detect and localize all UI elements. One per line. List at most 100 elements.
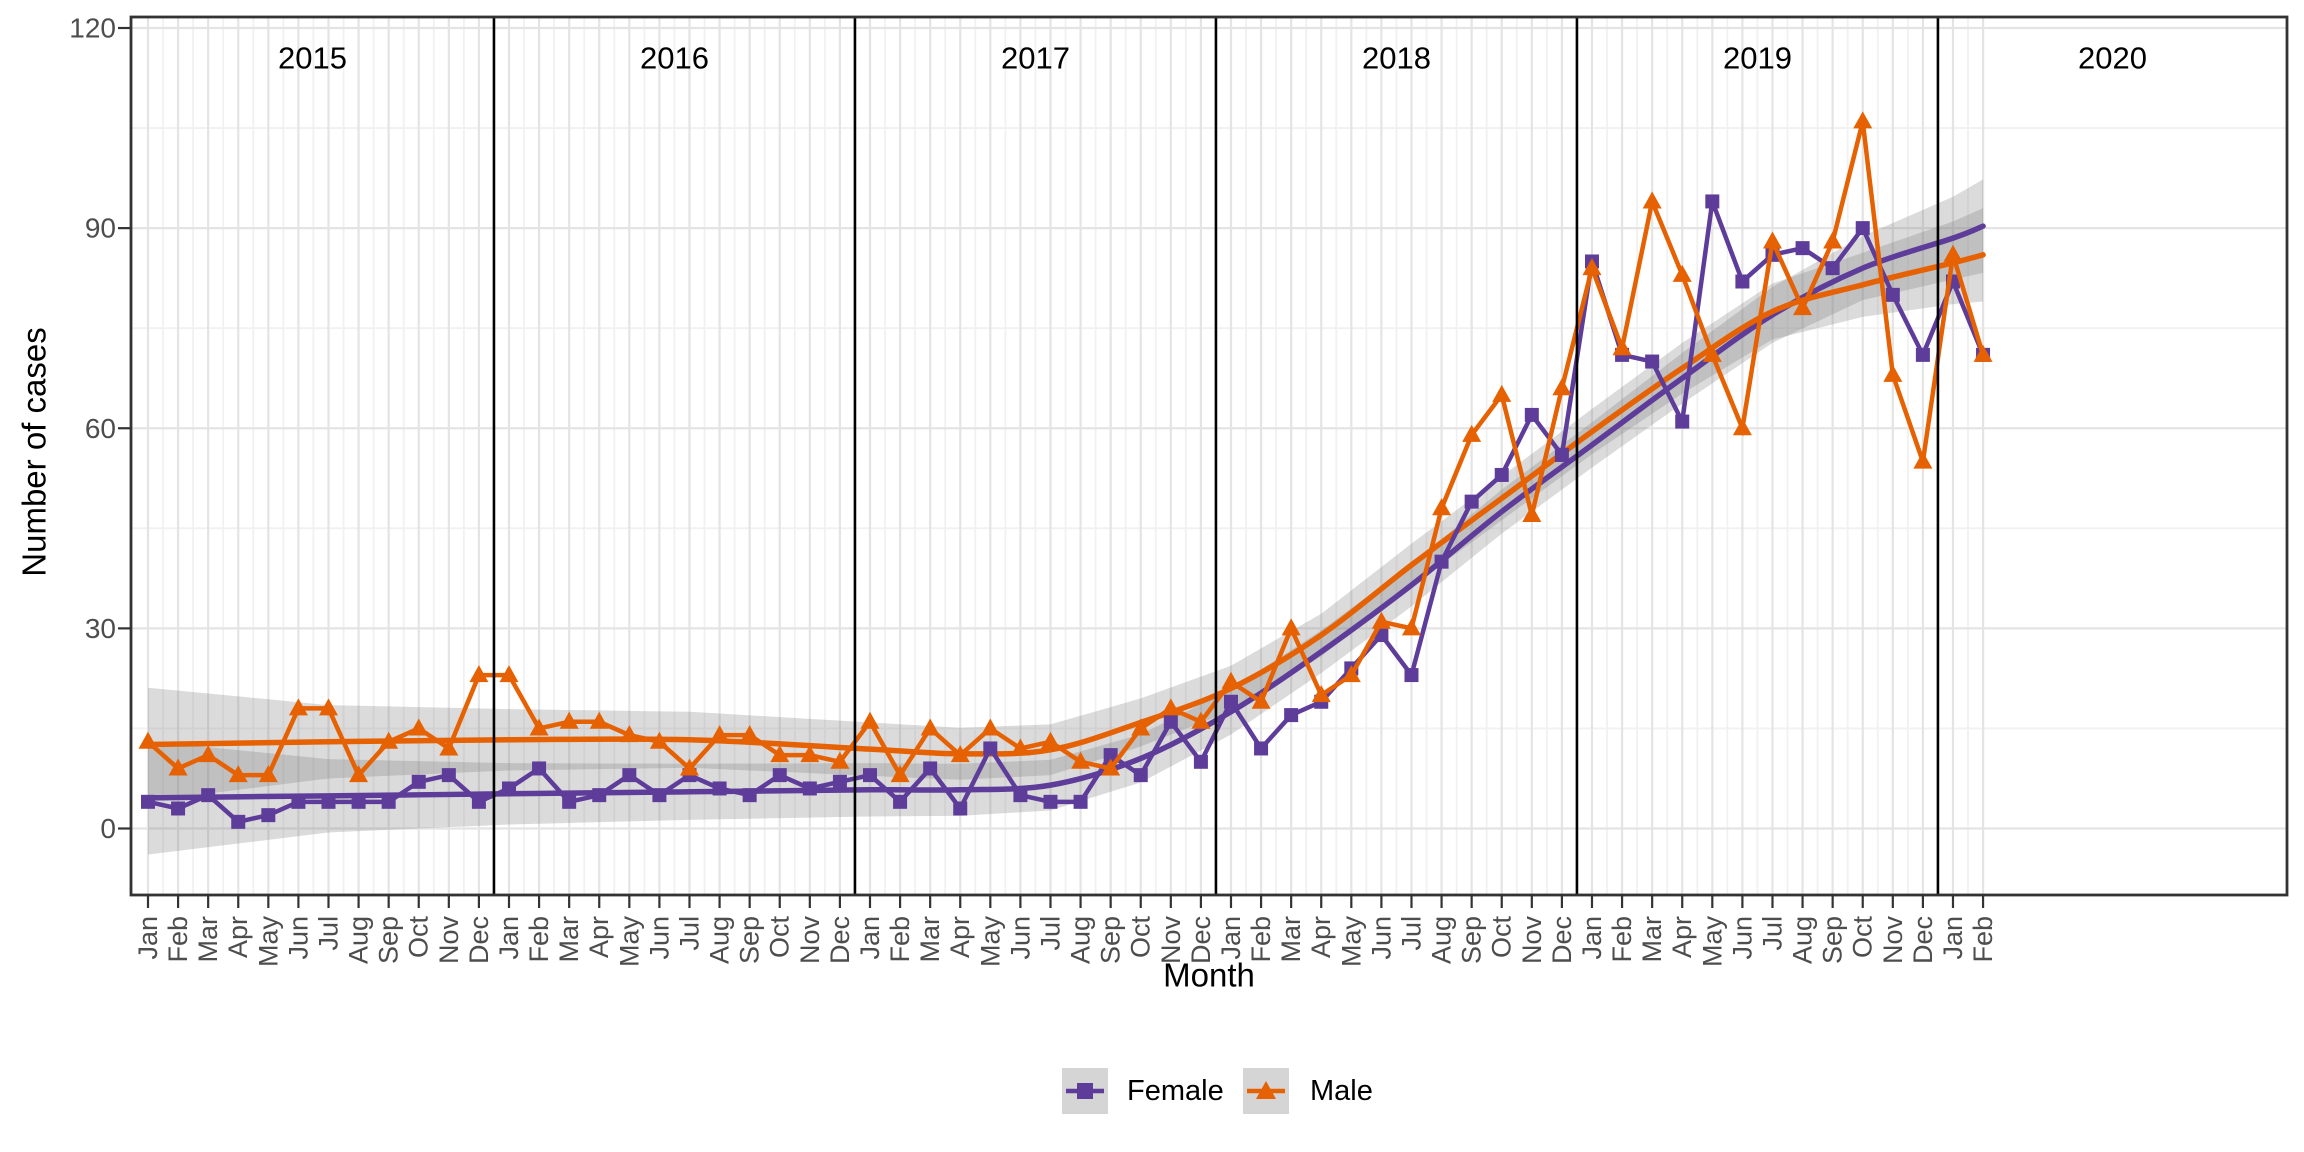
data-series <box>138 111 1993 829</box>
marker-square <box>1254 741 1269 756</box>
marker-triangle <box>1341 665 1361 683</box>
x-tick-label: Apr <box>223 916 253 958</box>
marker-square <box>321 794 336 809</box>
legend: Female Male <box>1062 1068 1373 1114</box>
x-tick-label: Aug <box>344 916 374 964</box>
x-tick-label: Jun <box>283 916 313 960</box>
x-tick-label: Dec <box>1908 916 1938 964</box>
marker-square <box>832 774 847 789</box>
legend-key-female-marker <box>1077 1083 1093 1099</box>
marker-square <box>171 801 186 816</box>
marker-square <box>1735 274 1750 289</box>
marker-triangle <box>1552 378 1572 396</box>
x-tick-label: Oct <box>765 916 795 959</box>
marker-triangle <box>1823 231 1843 249</box>
marker-square <box>1193 754 1208 769</box>
marker-triangle <box>258 765 278 783</box>
series-female <box>141 194 1991 829</box>
year-label-2018: 2018 <box>1362 41 1431 76</box>
x-tick-label: Jan <box>494 916 524 960</box>
x-tick-label: Sep <box>374 916 404 964</box>
marker-triangle <box>679 758 699 776</box>
marker-square <box>1284 708 1299 723</box>
x-tick-label: Mar <box>1637 916 1667 963</box>
x-tick-label: Aug <box>1788 916 1818 964</box>
marker-square <box>1163 714 1178 729</box>
x-tick-label: Sep <box>1818 916 1848 964</box>
series-male <box>138 111 1993 783</box>
marker-square <box>772 768 787 783</box>
y-tick-label: 60 <box>85 413 116 444</box>
axis-ticks <box>118 26 1985 908</box>
marker-square <box>1464 494 1479 509</box>
x-tick-label: Mar <box>1276 916 1306 963</box>
x-tick-label: Oct <box>1848 916 1878 959</box>
x-tick-label: Jun <box>644 916 674 960</box>
marker-square <box>1103 748 1118 763</box>
marker-square <box>1885 287 1900 302</box>
marker-triangle <box>318 698 338 716</box>
y-tick-label: 90 <box>85 213 116 244</box>
marker-triangle <box>559 711 579 729</box>
x-tick-labels: Jan Feb Mar Apr May Jun Jul Aug Sep Oct Nov Dec Jan F… <box>133 916 1998 968</box>
marker-triangle <box>1913 451 1933 469</box>
y-tick-labels: 0 30 60 90 120 <box>69 13 116 844</box>
x-tick-label: Jul <box>674 916 704 951</box>
marker-square <box>953 801 968 816</box>
marker-triangle <box>1973 344 1993 362</box>
x-tick-label: May <box>253 916 283 968</box>
marker-triangle <box>1762 231 1782 249</box>
panel-border <box>129 15 2289 897</box>
marker-triangle <box>469 665 489 683</box>
marker-triangle <box>228 765 248 783</box>
year-label-2015: 2015 <box>278 41 347 76</box>
marker-triangle <box>1161 698 1181 716</box>
marker-triangle <box>168 758 188 776</box>
x-tick-label: Aug <box>705 916 735 964</box>
x-tick-label: Apr <box>584 916 614 958</box>
marker-triangle <box>1040 731 1060 749</box>
marker-square <box>141 794 155 809</box>
marker-triangle <box>710 725 730 743</box>
marker-triangle <box>950 745 970 763</box>
marker-square <box>1133 768 1148 783</box>
x-tick-label: Mar <box>915 916 945 963</box>
x-tick-label: Jun <box>1005 916 1035 960</box>
marker-square <box>261 808 276 823</box>
marker-triangle <box>1522 504 1542 522</box>
x-tick-label: May <box>1697 916 1727 968</box>
marker-triangle <box>740 725 760 743</box>
marker-square <box>983 741 998 756</box>
marker-square <box>1825 261 1840 276</box>
marker-triangle <box>1582 258 1602 276</box>
marker-square <box>471 794 486 809</box>
x-tick-label: Jan <box>855 916 885 960</box>
marker-square <box>1795 241 1810 256</box>
marker-triangle <box>1311 685 1331 703</box>
marker-square <box>592 788 607 803</box>
x-tick-label: Jul <box>1757 916 1787 951</box>
marker-triangle <box>619 725 639 743</box>
x-tick-label: Apr <box>945 916 975 958</box>
marker-square <box>201 788 216 803</box>
x-tick-label: Feb <box>1246 916 1276 963</box>
marker-triangle <box>138 731 158 749</box>
marker-triangle <box>589 711 609 729</box>
marker-square <box>742 788 757 803</box>
year-label-2020: 2020 <box>2078 41 2147 76</box>
x-tick-label: Nov <box>1156 916 1186 965</box>
x-tick-label: Sep <box>1096 916 1126 964</box>
marker-triangle <box>1432 498 1452 516</box>
marker-square <box>501 781 516 796</box>
x-tick-label: Nov <box>795 916 825 965</box>
x-tick-label: Jan <box>1216 916 1246 960</box>
marker-square <box>893 794 908 809</box>
marker-triangle <box>1101 758 1121 776</box>
marker-triangle <box>1191 711 1211 729</box>
marker-square <box>441 768 456 783</box>
marker-triangle <box>288 698 308 716</box>
x-tick-label: Sep <box>735 916 765 964</box>
marker-triangle <box>980 718 1000 736</box>
marker-square <box>231 814 246 829</box>
